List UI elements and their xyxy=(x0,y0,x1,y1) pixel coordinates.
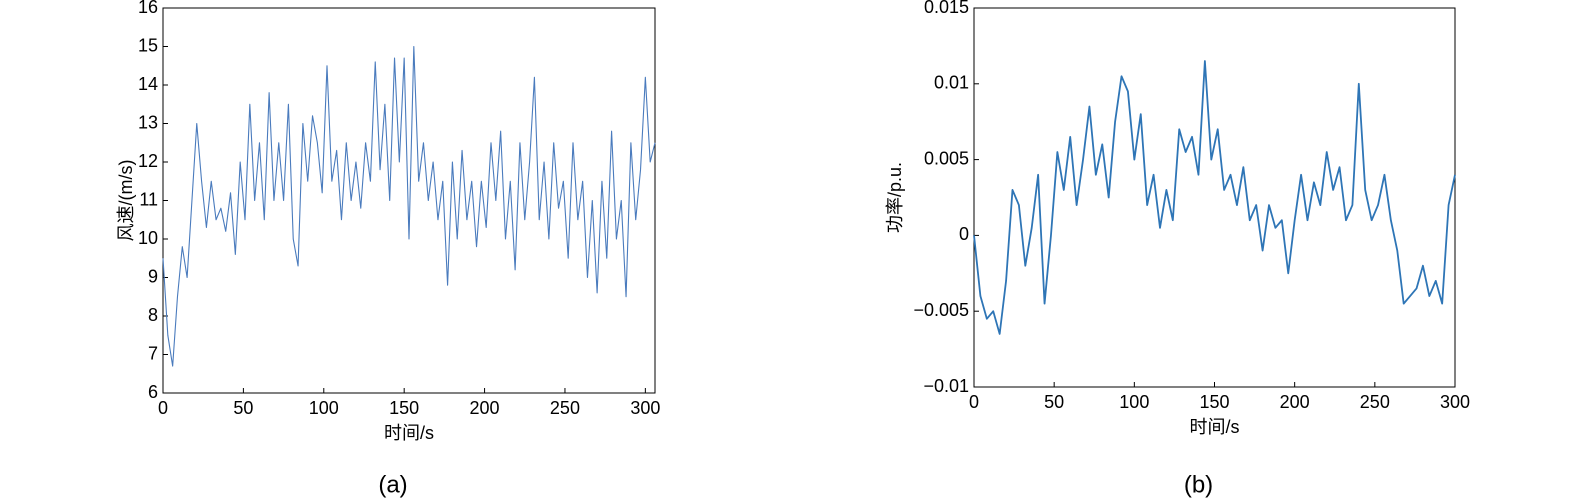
x-tick-label: 50 xyxy=(1044,392,1064,412)
data-line xyxy=(162,45,656,367)
y-axis-label: 风速/(m/s) xyxy=(116,160,136,242)
y-tick-label: 14 xyxy=(138,74,158,94)
y-tick-label: 15 xyxy=(138,35,158,55)
x-tick-label: 300 xyxy=(1440,392,1470,412)
x-tick-label: 150 xyxy=(1199,392,1229,412)
y-tick-label: 8 xyxy=(148,305,158,325)
y-tick-label: 6 xyxy=(148,382,158,402)
caption: (b) xyxy=(1184,471,1213,498)
y-tick-label: 10 xyxy=(138,228,158,248)
y-tick-label: 0.01 xyxy=(934,73,969,93)
y-tick-label: 9 xyxy=(148,266,158,286)
plot-frame xyxy=(162,7,656,394)
y-tick-label: 16 xyxy=(138,0,158,17)
y-tick-label: 12 xyxy=(138,151,158,171)
x-tick-label: 200 xyxy=(470,398,500,418)
plot-frame xyxy=(973,7,1456,388)
y-tick-label: 0.005 xyxy=(924,148,969,168)
x-tick-label: 0 xyxy=(158,398,168,418)
y-tick-label: 13 xyxy=(138,112,158,132)
x-tick-label: 100 xyxy=(1119,392,1149,412)
data-line xyxy=(973,60,1456,335)
x-tick-label: 300 xyxy=(630,398,660,418)
caption: (a) xyxy=(378,471,407,498)
y-axis-label: 功率/p.u. xyxy=(885,162,905,233)
y-tick-label: −0.005 xyxy=(913,300,969,320)
y-tick-label: 0.015 xyxy=(924,0,969,17)
y-tick-label: 11 xyxy=(139,189,158,209)
x-tick-label: 250 xyxy=(1360,392,1390,412)
x-tick-label: 200 xyxy=(1280,392,1310,412)
x-tick-label: 150 xyxy=(389,398,419,418)
x-axis-label: 时间/s xyxy=(1189,417,1239,437)
x-tick-label: 50 xyxy=(233,398,253,418)
x-tick-label: 100 xyxy=(309,398,339,418)
y-tick-label: 0 xyxy=(959,224,969,244)
y-tick-label: −0.01 xyxy=(923,376,969,396)
y-tick-label: 7 xyxy=(148,343,158,363)
x-tick-label: 250 xyxy=(550,398,580,418)
x-tick-label: 0 xyxy=(969,392,979,412)
x-axis-label: 时间/s xyxy=(384,423,434,443)
